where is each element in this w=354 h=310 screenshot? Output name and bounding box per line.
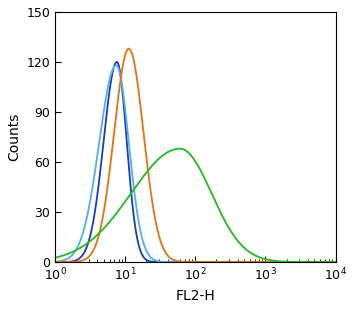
X-axis label: FL2-H: FL2-H xyxy=(176,289,215,303)
Y-axis label: Counts: Counts xyxy=(7,113,21,161)
